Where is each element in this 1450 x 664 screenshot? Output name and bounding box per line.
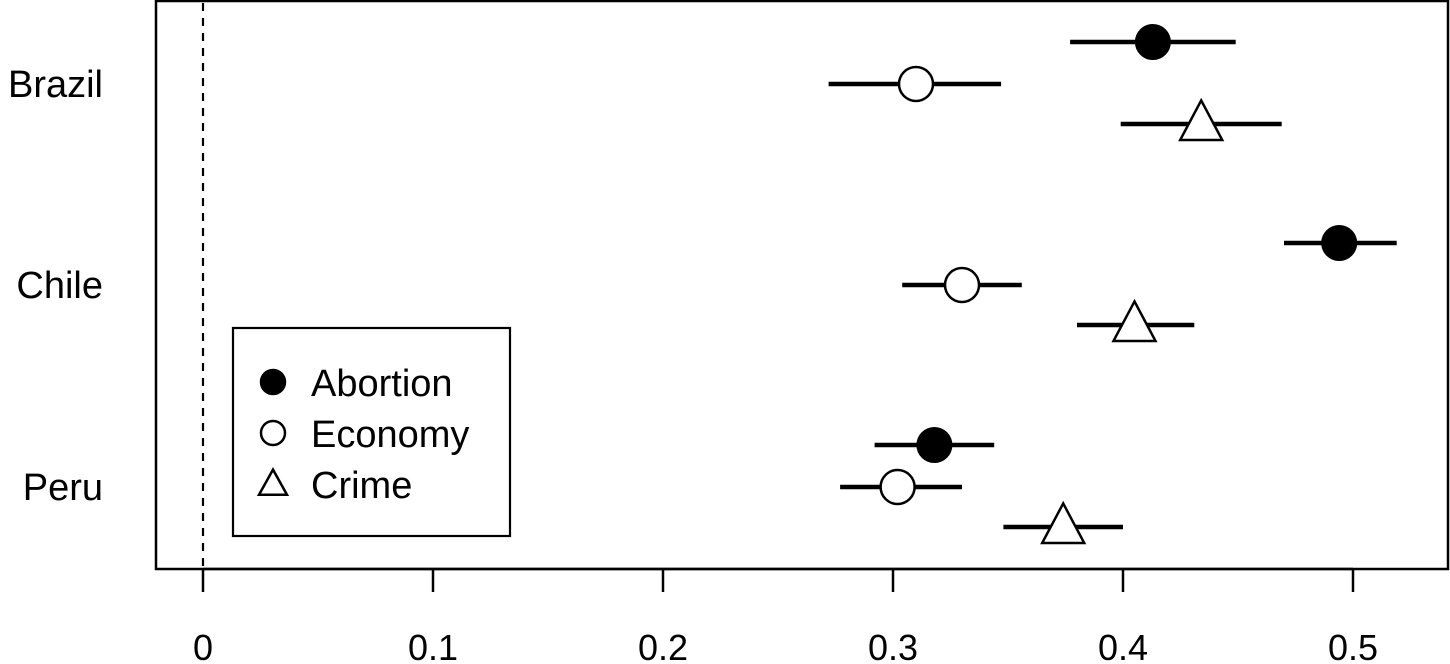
x-tick-label: 0 [193, 627, 213, 664]
country-labels: Brazil Chile Peru [8, 64, 103, 509]
x-tick-label: 0.2 [638, 627, 688, 664]
point-crime-peru [1040, 500, 1087, 545]
point-abortion-peru [916, 427, 953, 463]
country-label-peru: Peru [23, 467, 103, 509]
legend-crime-symbol [256, 467, 290, 497]
country-label-chile: Chile [16, 265, 103, 307]
point-crime-brazil [1178, 97, 1225, 142]
legend: Abortion Economy Crime [231, 326, 512, 538]
point-economy-peru [879, 468, 916, 506]
legend-crime-label: Crime [311, 465, 412, 507]
country-label-brazil: Brazil [8, 64, 103, 106]
x-axis: 0 0.1 0.2 0.3 0.4 0.5 [193, 567, 1378, 664]
legend-abortion-symbol [259, 368, 287, 396]
x-tick-label: 0.5 [1328, 627, 1378, 664]
x-tick-label: 0.4 [1098, 627, 1148, 664]
point-abortion-chile [1321, 225, 1358, 261]
legend-abortion-label: Abortion [311, 363, 453, 405]
point-economy-brazil [897, 65, 935, 103]
legend-economy-label: Economy [311, 414, 469, 456]
chart-marks [828, 24, 1397, 545]
legend-economy-symbol [259, 419, 287, 447]
x-tick-label: 0.3 [868, 627, 918, 664]
x-tick-label: 0.1 [408, 627, 458, 664]
point-crime-chile [1111, 298, 1158, 343]
legend-box [231, 326, 512, 538]
point-economy-chile [943, 266, 981, 304]
point-abortion-brazil [1134, 24, 1171, 60]
